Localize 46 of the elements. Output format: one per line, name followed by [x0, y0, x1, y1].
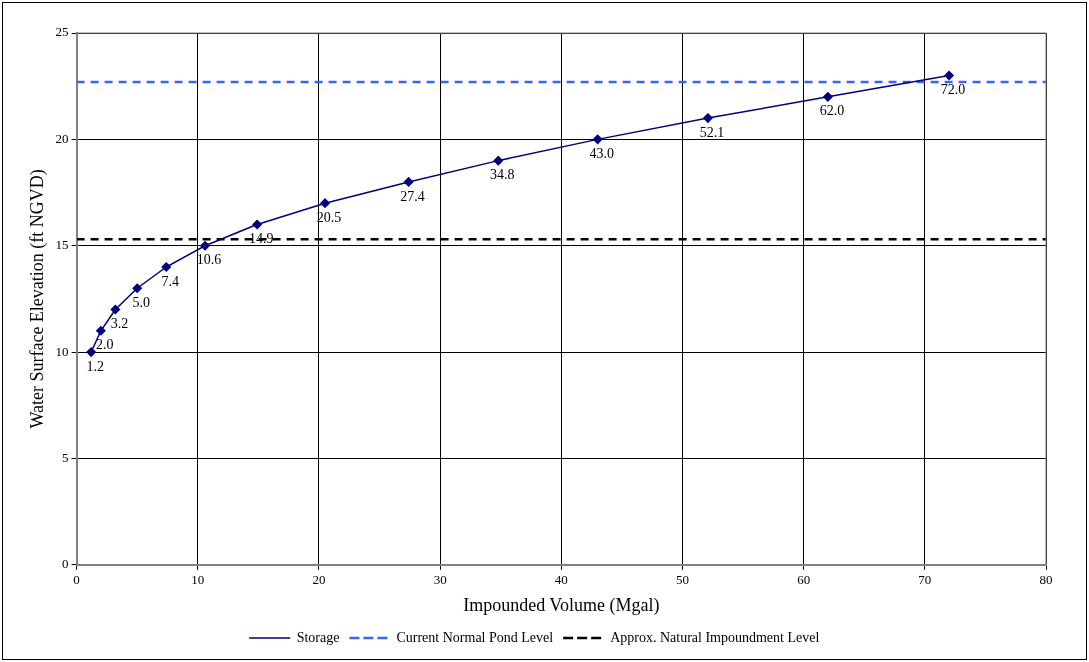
x-tick-label: 50 — [675, 572, 689, 588]
point — [493, 155, 504, 166]
point — [320, 198, 330, 208]
point — [132, 283, 142, 294]
annotation: 10.6 — [196, 252, 222, 268]
y-tick-label: 10 — [55, 343, 69, 359]
y-tick-label: 25 — [55, 24, 69, 40]
x-tick-label: 30 — [433, 572, 447, 588]
point — [823, 92, 833, 102]
point — [86, 347, 96, 357]
legend-label: Storage — [296, 629, 340, 645]
point — [200, 240, 210, 251]
y-tick-label: 15 — [55, 237, 69, 253]
legend-label: Approx. Natural Impoundment Level — [610, 629, 820, 645]
annotation: 34.8 — [490, 167, 515, 183]
x-tick-label: 20 — [312, 572, 326, 588]
annotation: 62.0 — [819, 103, 845, 119]
point — [403, 177, 414, 187]
point — [592, 134, 603, 145]
point — [110, 304, 121, 315]
x-tick-label: 60 — [797, 572, 811, 588]
x-tick-label: 40 — [554, 572, 568, 588]
x-tick-label: 0 — [73, 572, 80, 588]
point — [252, 219, 262, 230]
x-axis-title: Impounded Volume (Mgal) — [463, 594, 660, 616]
annotation: 5.0 — [132, 294, 150, 310]
point — [703, 113, 713, 123]
annotation: 3.2 — [110, 316, 129, 332]
y-tick-label: 20 — [55, 130, 69, 146]
y-tick-label: 5 — [62, 449, 69, 465]
annotation: 1.2 — [86, 358, 104, 374]
point — [944, 70, 954, 81]
annotation: 7.4 — [161, 273, 180, 289]
annotation: 43.0 — [589, 146, 614, 162]
x-tick-label: 80 — [1039, 572, 1053, 588]
x-tick-label: 10 — [191, 572, 205, 588]
annotation: 27.4 — [400, 188, 425, 204]
annotation: 72.0 — [940, 82, 966, 98]
legend-label: Current Normal Pond Level — [396, 629, 554, 645]
y-axis-title: Water Surface Elevation (ft NGVD) — [26, 169, 48, 429]
annotation: 2.0 — [96, 337, 114, 353]
point — [161, 262, 172, 272]
y-tick-label: 0 — [62, 556, 69, 572]
annotation: 52.1 — [699, 124, 725, 140]
point — [96, 326, 106, 336]
x-tick-label: 70 — [918, 572, 932, 588]
